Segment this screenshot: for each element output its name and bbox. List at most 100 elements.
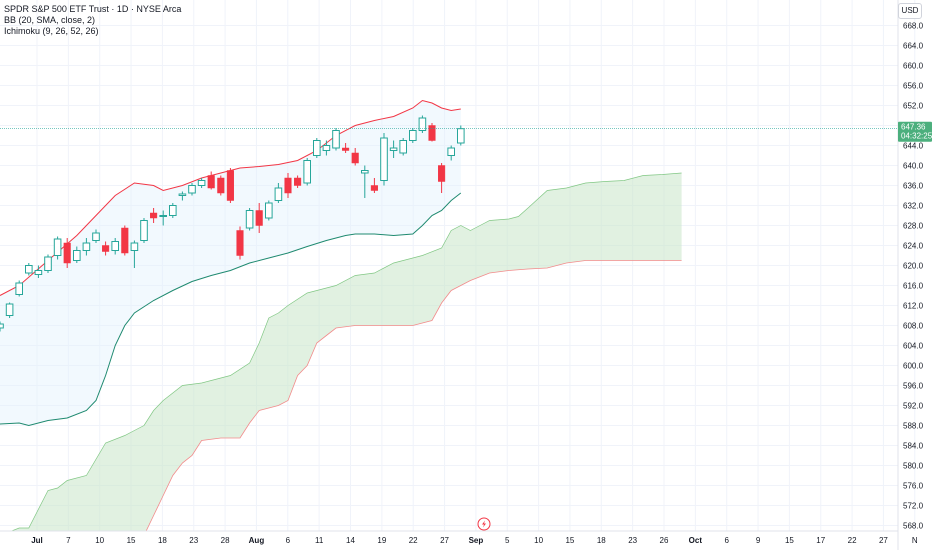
candle[interactable] [303,158,311,186]
price-scale[interactable]: 568.0 572.0 576.0 580.0 584.0 588.0 592.0 596.0… [903,22,924,531]
time-tick-label: 10 [95,536,104,545]
candle[interactable] [197,178,206,188]
candle[interactable] [370,178,378,193]
price-tick-label: 640.0 [903,162,924,171]
price-tick-label: 664.0 [903,42,924,51]
candle[interactable] [274,183,283,203]
events-icon[interactable] [477,517,491,531]
candle[interactable] [150,208,158,223]
candle[interactable] [236,226,244,260]
price-tick-label: 656.0 [903,82,924,91]
ichimoku-legend[interactable]: Ichimoku (9, 26, 52, 26) [4,26,99,36]
currency-button[interactable]: USD [898,3,922,19]
candle-body [255,210,263,226]
candle[interactable] [15,280,23,297]
symbol-title[interactable]: SPDR S&P 500 ETF Trust · 1D · NYSE Arca [4,4,182,14]
candle-body [102,245,110,252]
time-tick-label: 15 [565,536,574,545]
candle[interactable] [284,173,292,198]
time-tick-label: 22 [409,536,418,545]
candle[interactable] [207,171,215,190]
candle[interactable] [140,218,148,243]
candle[interactable] [217,175,225,196]
candle[interactable] [102,241,110,256]
time-tick-label: 22 [848,536,857,545]
candle-body [226,170,234,201]
candle[interactable] [389,140,398,159]
candle[interactable] [322,140,331,156]
candle[interactable] [130,240,139,269]
time-tick-label: 17 [816,536,825,545]
candle-body [63,242,71,264]
candle[interactable] [332,128,340,151]
candle[interactable] [53,236,62,260]
price-tick-label: 572.0 [903,502,924,511]
countdown-timer: 04:32:25 [901,132,932,141]
candle-body [380,137,388,181]
candle-body [447,147,455,156]
candle[interactable] [265,200,273,221]
candle[interactable] [188,183,196,196]
candle[interactable] [34,265,43,279]
candle[interactable] [418,115,427,134]
candle[interactable] [44,254,52,274]
candle-body [217,177,225,194]
candle-body [159,215,167,217]
candle[interactable] [121,225,129,256]
candle-body [188,185,196,194]
candle-body [274,187,283,201]
time-tick-label: Aug [249,536,265,545]
candle[interactable] [73,246,81,264]
time-tick-label: 18 [597,536,606,545]
candle-body [92,232,100,241]
candle[interactable] [447,145,455,161]
time-tick-label: 26 [660,536,669,545]
candle[interactable] [92,229,100,244]
candle[interactable] [63,238,71,268]
candle[interactable] [428,123,436,142]
time-tick-label: 15 [785,536,794,545]
price-tick-label: 632.0 [903,202,924,211]
price-tick-label: 584.0 [903,442,924,451]
candle[interactable] [313,138,321,158]
candle[interactable] [159,210,167,226]
candle[interactable] [342,143,350,153]
candle-body [236,230,244,256]
candle[interactable] [438,163,446,193]
candle[interactable] [255,203,263,233]
candle[interactable] [226,168,234,203]
candle-body [361,170,369,174]
chart-legend: SPDR S&P 500 ETF Trust · 1D · NYSE Arca … [4,4,181,37]
candle[interactable] [5,302,14,319]
candle[interactable] [25,263,33,276]
candle[interactable] [111,238,120,255]
time-tick-label: 6 [286,536,291,545]
candle[interactable] [361,165,369,199]
time-tick-label: 9 [756,536,761,545]
candle-body [15,282,23,295]
price-tick-label: 616.0 [903,282,924,291]
time-scale[interactable]: Jul 7 10 15 18 23 28 Aug 6 11 14 19 22 27 Sep 5 10 15 18 23… [31,536,918,545]
bollinger-bands-legend[interactable]: BB (20, SMA, close, 2) [4,15,96,25]
candle[interactable] [82,238,91,256]
candle[interactable] [178,191,187,201]
candle-body [342,147,350,151]
candle[interactable] [380,133,388,186]
candlestick-series[interactable] [0,115,465,332]
price-tick-label: 624.0 [903,242,924,251]
candle[interactable] [294,175,302,189]
candle-body [245,210,254,229]
candle[interactable] [399,138,407,156]
candle-body [178,193,187,196]
candle[interactable] [169,203,177,218]
time-tick-label: 6 [724,536,729,545]
candle[interactable] [409,128,417,143]
candle[interactable] [0,321,4,332]
time-tick-label: 19 [377,536,386,545]
candle[interactable] [351,148,359,166]
time-tick-label: 28 [221,536,230,545]
candle[interactable] [245,208,254,231]
price-tick-label: 644.0 [903,142,924,151]
ichimoku-cloud [10,172,682,531]
